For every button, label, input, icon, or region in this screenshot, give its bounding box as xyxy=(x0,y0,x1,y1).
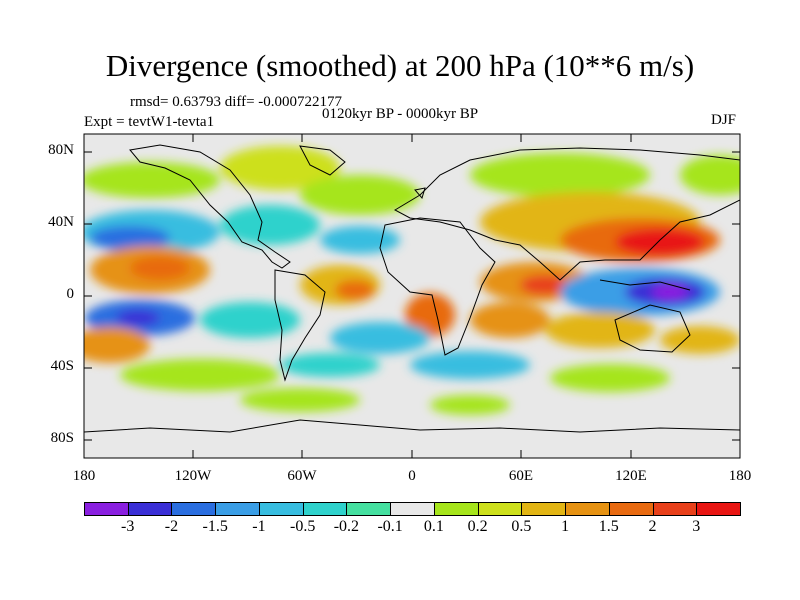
field-patch xyxy=(430,395,510,415)
lat-label-0: 0 xyxy=(66,286,75,302)
north-america-coast xyxy=(129,144,291,269)
colorbar-label: 2 xyxy=(648,518,657,535)
lat-label-80s: 80S xyxy=(50,430,74,446)
coastlines xyxy=(84,144,740,433)
field-patch xyxy=(280,353,380,377)
eurasia-coast xyxy=(393,147,740,281)
lon-label-0: 0 xyxy=(408,468,416,484)
colorbar-swatch xyxy=(696,502,741,516)
south-america-coast xyxy=(274,269,326,382)
field-patch xyxy=(680,155,740,195)
stats-line: rmsd= 0.63793 diff= -0.000722177 xyxy=(130,94,343,110)
colorbar-label: 1 xyxy=(561,518,570,535)
field-patch xyxy=(660,326,740,354)
field-patch xyxy=(470,153,650,197)
field-patch xyxy=(240,388,360,412)
colorbar-swatch xyxy=(215,502,260,516)
experiment-line: Expt = tevtW1-tevta1 xyxy=(84,114,215,130)
lat-label-40n: 40N xyxy=(48,214,74,230)
colorbar-swatch xyxy=(608,502,654,516)
colorbar-swatch xyxy=(346,502,392,516)
lon-label-60e: 60E xyxy=(508,468,534,484)
colorbar-swatch xyxy=(171,502,217,516)
lat-label-40s: 40S xyxy=(50,358,74,374)
field-patch xyxy=(320,226,400,254)
field-patch xyxy=(200,302,300,338)
colorbar-swatch xyxy=(652,502,698,516)
field-patch xyxy=(550,364,670,392)
colorbar-label: 3 xyxy=(692,518,701,535)
field-patch xyxy=(520,275,570,295)
colorbar-label: 0.1 xyxy=(423,518,444,535)
field-patch xyxy=(130,256,190,280)
divergence-field xyxy=(84,146,740,415)
colorbar-label: -1 xyxy=(252,518,266,535)
colorbar-label: -0.1 xyxy=(377,518,403,535)
field-patch xyxy=(652,284,688,300)
field-patch xyxy=(405,293,455,337)
colorbar-label: -3 xyxy=(121,518,135,535)
field-patch xyxy=(615,228,705,256)
lon-label-120w: 120W xyxy=(174,468,212,484)
lon-label-180e: 180 xyxy=(728,468,752,484)
map-title: Divergence (smoothed) at 200 hPa (10**6 … xyxy=(105,48,695,83)
lon-label-60w: 60W xyxy=(287,468,317,484)
field-patch xyxy=(90,226,170,250)
australia-coast xyxy=(614,304,691,353)
period-line: 0120kyr BP - 0000kyr BP xyxy=(322,106,479,122)
indonesia-coast xyxy=(599,279,691,291)
colorbar-swatch xyxy=(390,502,435,516)
colorbar-label: 0.5 xyxy=(511,518,532,535)
colorbar-label: -1.5 xyxy=(202,518,228,535)
field-patch xyxy=(220,146,340,190)
colorbar-swatch xyxy=(302,502,348,516)
field-patch xyxy=(120,359,280,391)
lon-label-180w: 180 xyxy=(72,468,96,484)
lon-label-120e: 120E xyxy=(615,468,647,484)
field-patch xyxy=(335,280,375,300)
field-patch xyxy=(330,322,430,354)
antarctica-coast xyxy=(84,419,740,433)
field-patch xyxy=(300,175,420,215)
colorbar-label: -0.2 xyxy=(333,518,360,535)
colorbar-swatch xyxy=(258,502,304,516)
colorbar-label: 0.2 xyxy=(467,518,488,535)
colorbar-swatch xyxy=(565,502,610,516)
field-patch xyxy=(545,312,655,348)
greenland-coast xyxy=(299,145,346,176)
field-patch xyxy=(84,162,220,198)
colorbar-swatch xyxy=(433,502,479,516)
season-label: DJF xyxy=(711,112,737,128)
colorbar-label: -0.5 xyxy=(289,518,316,535)
colorbar-label: 1.5 xyxy=(598,518,619,535)
africa-coast xyxy=(379,217,496,356)
field-patch xyxy=(116,310,160,326)
field-patch xyxy=(410,351,530,379)
colorbar-swatch xyxy=(477,502,523,516)
field-patch xyxy=(470,302,550,338)
field-patch xyxy=(84,327,150,363)
colorbar-swatch xyxy=(84,502,129,516)
field-patch xyxy=(220,205,320,245)
colorbar-swatch xyxy=(521,502,567,516)
colorbar-label: -2 xyxy=(164,518,179,535)
british-isles-coast xyxy=(414,187,426,200)
lat-label-80n: 80N xyxy=(48,142,74,158)
colorbar-swatch xyxy=(127,502,173,516)
axis-ticks xyxy=(84,134,740,458)
